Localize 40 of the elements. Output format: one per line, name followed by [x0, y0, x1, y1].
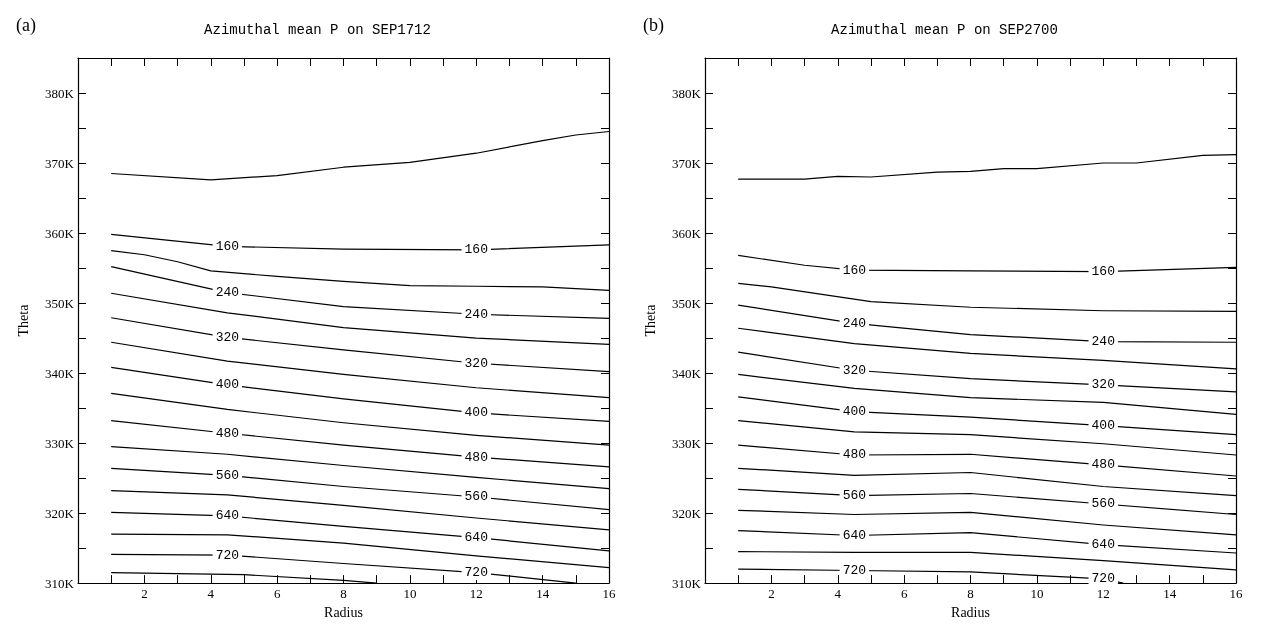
- x-tick-label: 14: [536, 586, 550, 602]
- y-tick-label: 310K: [672, 575, 702, 591]
- x-tick-label: 4: [207, 586, 215, 602]
- y-tick-label: 370K: [45, 155, 75, 171]
- chart-title: Azimuthal mean P on SEP2700: [831, 22, 1058, 38]
- y-tick-label: 330K: [45, 435, 75, 451]
- x-tick-label: 8: [340, 586, 347, 602]
- x-tick-label: 10: [403, 586, 417, 602]
- y-tick-label: 380K: [672, 85, 702, 101]
- chart-title: Azimuthal mean P on SEP1712: [204, 22, 431, 38]
- x-tick-label: 8: [967, 586, 974, 602]
- y-tick-label: 380K: [45, 85, 75, 101]
- x-tick-label: 16: [602, 586, 616, 602]
- x-tick-label: 10: [1030, 586, 1044, 602]
- y-tick-label: 310K: [45, 575, 75, 591]
- y-axis-title: Theta: [15, 303, 31, 337]
- y-tick-label: 330K: [672, 435, 702, 451]
- x-tick-label: 6: [273, 586, 281, 602]
- y-tick-label: 340K: [45, 365, 75, 381]
- y-tick-label: 320K: [45, 505, 75, 521]
- y-tick-label: 340K: [672, 365, 702, 381]
- y-tick-label: 350K: [45, 295, 75, 311]
- x-tick-label: 12: [1096, 586, 1110, 602]
- text: (b): [643, 15, 664, 36]
- text: (a): [16, 15, 36, 36]
- x-tick-label: 2: [141, 586, 148, 602]
- y-tick-label: 320K: [672, 505, 702, 521]
- x-axis-title: Radius: [324, 604, 363, 620]
- x-tick-label: 6: [900, 586, 908, 602]
- x-tick-label: 4: [834, 586, 842, 602]
- y-tick-label: 360K: [672, 225, 702, 241]
- y-tick-label: 370K: [672, 155, 702, 171]
- x-tick-label: 14: [1163, 586, 1177, 602]
- x-tick-label: 12: [469, 586, 483, 602]
- y-tick-label: 360K: [45, 225, 75, 241]
- x-tick-label: 2: [768, 586, 775, 602]
- y-tick-label: 350K: [672, 295, 702, 311]
- x-tick-label: 16: [1229, 586, 1243, 602]
- x-axis-title: Radius: [951, 604, 990, 620]
- y-axis-title: Theta: [642, 303, 658, 337]
